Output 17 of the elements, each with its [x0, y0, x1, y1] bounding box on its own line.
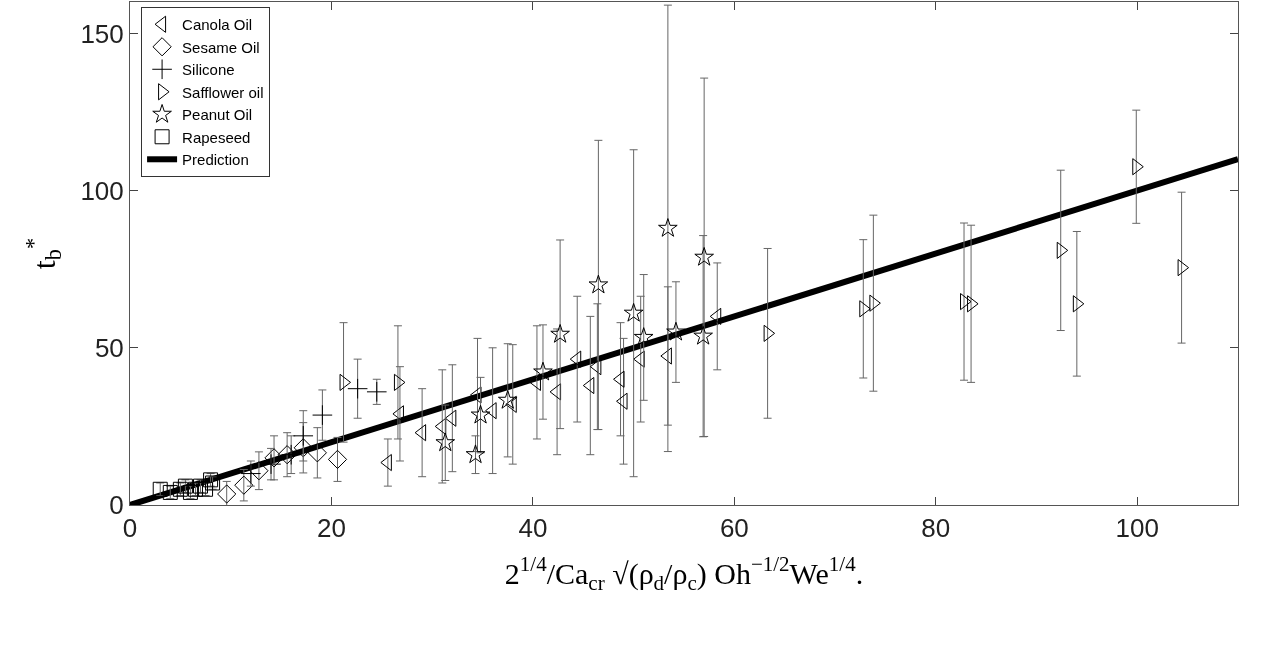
- legend-label: Canola Oil: [182, 16, 253, 34]
- x-tick-label: 20: [316, 513, 346, 544]
- legend-label: Peanut Oil: [182, 106, 253, 124]
- legend-label: Silicone: [182, 61, 235, 79]
- legend-label: Sesame Oil: [182, 38, 260, 56]
- legend-label: Safflower oil: [182, 83, 264, 101]
- legend-label: Prediction: [182, 151, 249, 169]
- y-tick-label: 100: [80, 175, 124, 206]
- x-tick-label: 40: [518, 513, 548, 544]
- x-tick-label: 80: [921, 513, 951, 544]
- y-tick-label: 150: [80, 18, 124, 49]
- x-tick-label: 60: [719, 513, 749, 544]
- x-tick-label: 100: [1115, 513, 1159, 544]
- y-tick-label: 50: [94, 332, 124, 363]
- legend-label: Rapeseed: [182, 128, 251, 146]
- text: 2$^{1/4}$/Ca$_{cr}$ √(ρ$_{d}$/ρ$_{c}$) Oh$^{−1/2}$We$^{1/4}$.: [504, 552, 864, 595]
- y-tick-label: 0: [109, 490, 124, 521]
